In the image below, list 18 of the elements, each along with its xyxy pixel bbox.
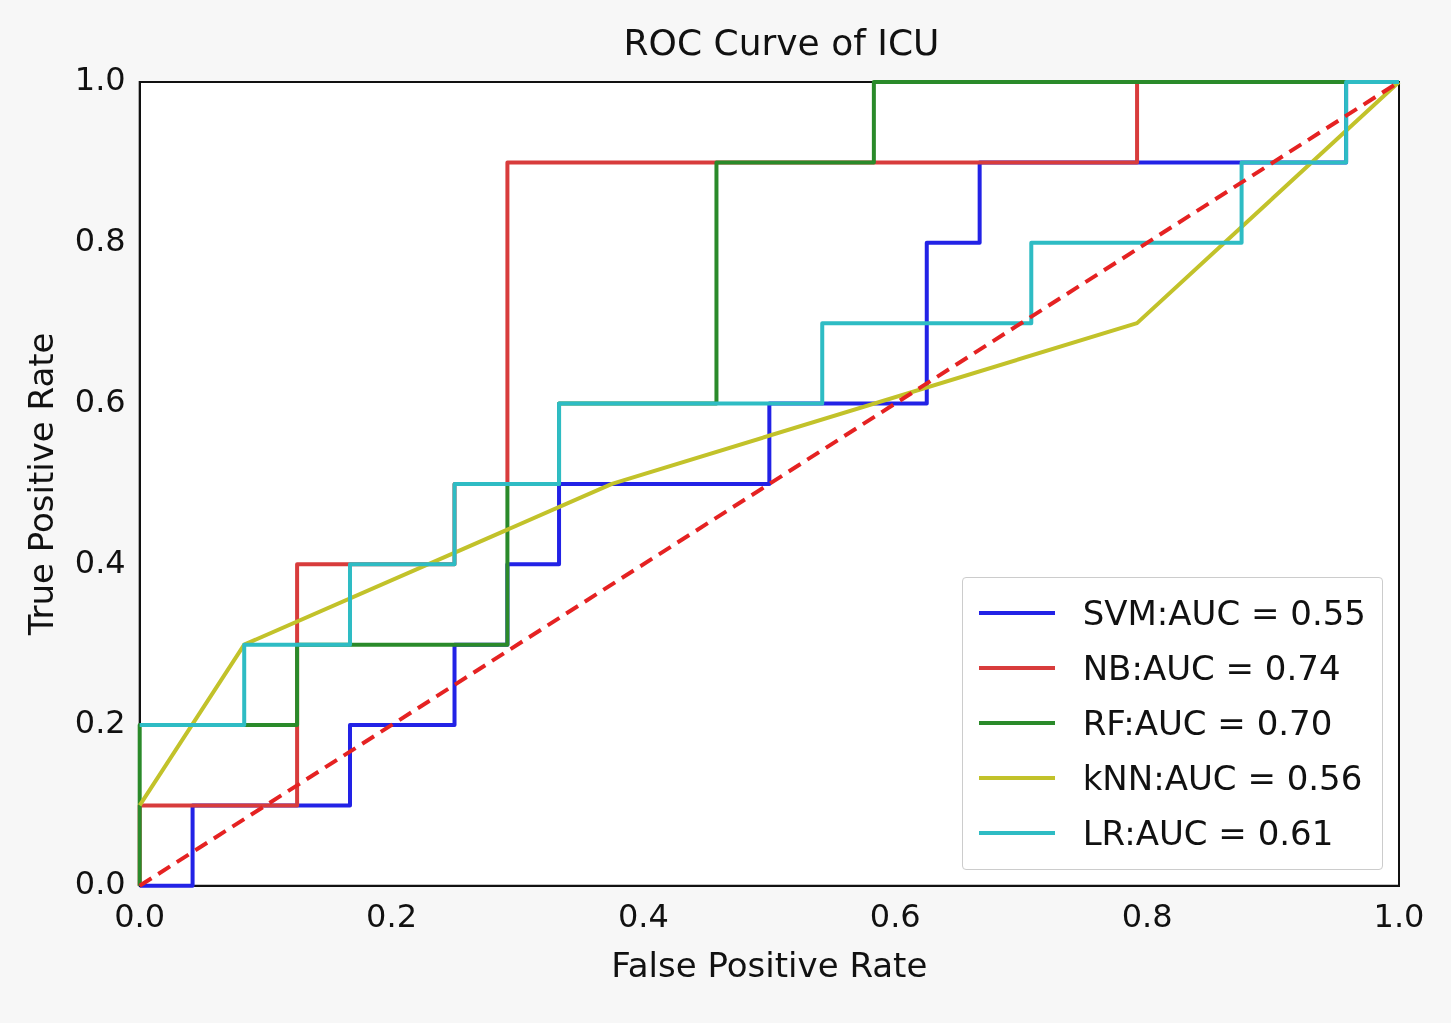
x-tick-label: 0.2 — [366, 897, 417, 936]
legend-label: NB:AUC = 0.74 — [1082, 648, 1341, 689]
y-tick-label: 1.0 — [74, 60, 126, 99]
x-tick-label: 0.6 — [869, 897, 921, 936]
x-axis-title: False Positive Rate — [611, 945, 928, 986]
y-tick-label: 0.2 — [74, 703, 126, 742]
x-tick-label: 0.4 — [617, 897, 669, 936]
legend-label: LR:AUC = 0.61 — [1082, 813, 1334, 854]
y-tick-label: 0.8 — [74, 221, 126, 260]
legend-label: SVM:AUC = 0.55 — [1082, 593, 1366, 634]
y-tick-label: 0.4 — [74, 542, 126, 581]
y-tick-label: 0.6 — [74, 381, 126, 420]
y-axis-title: True Positive Rate — [21, 332, 62, 637]
legend-label: kNN:AUC = 0.56 — [1082, 758, 1363, 799]
x-tick-label: 1.0 — [1373, 897, 1425, 936]
chart-title: ROC Curve of ICU — [622, 22, 941, 63]
x-tick-label: 0.8 — [1121, 897, 1173, 936]
legend-label: RF:AUC = 0.70 — [1082, 703, 1333, 744]
